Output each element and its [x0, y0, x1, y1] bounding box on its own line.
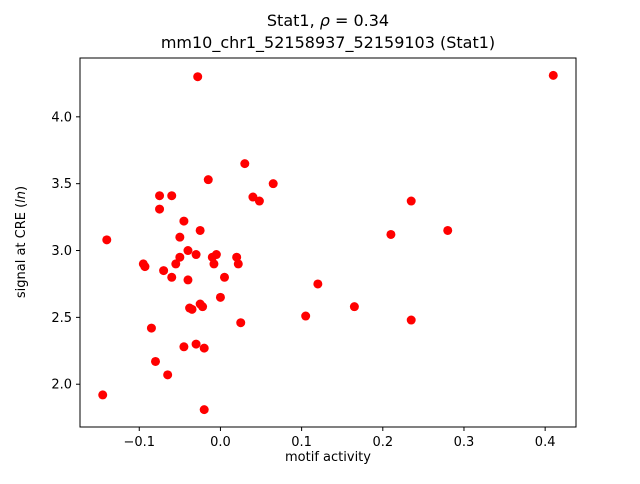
data-point	[155, 191, 165, 201]
y-tick-label: 3.0	[51, 244, 72, 259]
y-axis-ticks: 2.0 2.5 3.0 3.5 4.0	[51, 110, 80, 393]
data-point	[171, 259, 181, 269]
data-point	[175, 232, 185, 242]
x-axis-ticks: −0.1 0.0 0.1 0.2 0.3 0.4	[123, 427, 555, 450]
data-point	[211, 250, 221, 260]
y-tick-label: 4.0	[51, 110, 72, 125]
data-point	[443, 225, 453, 235]
data-point	[179, 216, 189, 226]
data-point	[406, 196, 416, 206]
data-point	[313, 279, 323, 289]
data-point	[240, 159, 250, 169]
plot-title-rho: ρ	[320, 11, 330, 30]
x-axis-label: motif activity	[285, 450, 371, 465]
y-axis-label: signal at CRE (ln)	[14, 186, 29, 298]
y-tick-label: 2.5	[51, 311, 72, 326]
x-tick-label: 0.3	[454, 435, 475, 450]
data-point	[193, 72, 203, 82]
data-point	[140, 262, 150, 272]
x-tick-label: 0.4	[535, 435, 556, 450]
plot-title: Stat1, ρ = 0.34	[267, 11, 389, 30]
data-point	[187, 304, 197, 314]
y-axis-label-italic: ln	[14, 191, 29, 203]
data-point	[191, 339, 201, 349]
x-tick-label: 0.0	[210, 435, 231, 450]
plot-title-suffix: = 0.34	[330, 11, 389, 30]
axes-frame	[79, 57, 577, 428]
data-point	[548, 70, 558, 80]
data-point	[406, 315, 416, 325]
data-point	[254, 196, 264, 206]
data-point	[219, 272, 229, 282]
data-point	[183, 275, 193, 285]
data-point	[159, 266, 169, 276]
data-point	[199, 405, 209, 415]
y-axis-label-suffix: )	[14, 186, 29, 191]
data-point	[150, 356, 160, 366]
data-point	[167, 191, 177, 201]
data-point	[268, 179, 278, 189]
plot-title-prefix: Stat1,	[267, 11, 320, 30]
x-tick-label: 0.1	[291, 435, 312, 450]
data-point	[146, 323, 156, 333]
data-point	[195, 225, 205, 235]
data-point	[163, 370, 173, 380]
x-tick-label: 0.2	[372, 435, 393, 450]
data-point	[215, 292, 225, 302]
y-axis-label-prefix: signal at CRE (	[14, 203, 29, 298]
data-point	[191, 250, 201, 260]
data-point	[175, 252, 185, 262]
data-point	[203, 175, 213, 185]
plot-subtitle: mm10_chr1_52158937_52159103 (Stat1)	[161, 33, 495, 53]
data-point	[301, 311, 311, 321]
data-point	[209, 259, 219, 269]
scatter-points	[98, 70, 558, 415]
data-point	[183, 246, 193, 256]
data-point	[198, 302, 208, 312]
data-point	[155, 204, 165, 214]
data-point	[349, 302, 359, 312]
data-point	[386, 229, 396, 239]
data-point	[179, 342, 189, 352]
y-tick-label: 3.5	[51, 177, 72, 192]
data-point	[102, 235, 112, 245]
data-point	[98, 390, 108, 400]
data-point	[233, 259, 243, 269]
data-point	[167, 272, 177, 282]
data-point	[199, 343, 209, 353]
x-tick-label: −0.1	[123, 435, 155, 450]
data-point	[236, 318, 246, 328]
data-point	[248, 192, 258, 202]
y-tick-label: 2.0	[51, 378, 72, 393]
